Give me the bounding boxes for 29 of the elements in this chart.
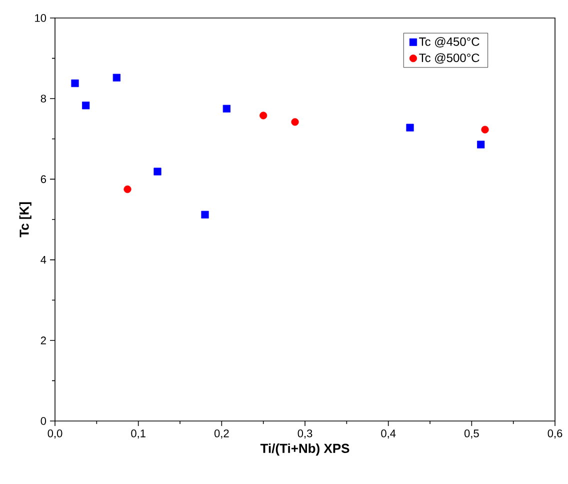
y-tick-label: 4 [40,256,46,264]
point [291,118,299,126]
legend-label: Tc @450°C [419,37,480,48]
x-tick-label: 0,6 [548,430,562,439]
point [406,124,414,132]
y-tick-label: 8 [40,94,46,102]
x-tick-label: 0,1 [131,430,146,439]
x-tick-label: 0,4 [381,430,396,439]
point [154,168,162,176]
x-tick-label: 0,5 [464,430,479,439]
point [82,102,90,110]
x-tick-label: 0,2 [214,430,229,439]
x-tick-label: 0,0 [48,430,62,439]
point [477,140,485,148]
point [112,74,120,82]
point [124,185,132,194]
x-tick-label: 0,3 [298,430,312,439]
point [222,104,230,112]
x-axis-title: Ti/(Ti+Nb) XPS [260,443,350,456]
y-axis-title: Tc [K] [19,202,32,238]
point [71,79,79,88]
y-tick-label: 0 [40,417,46,425]
point [481,126,489,134]
point [260,112,268,120]
y-tick-label: 10 [35,14,46,22]
legend-label: Tc @500°C [419,53,480,64]
point [201,210,209,218]
y-tick-label: 2 [40,336,46,344]
y-tick-label: 6 [40,175,46,184]
